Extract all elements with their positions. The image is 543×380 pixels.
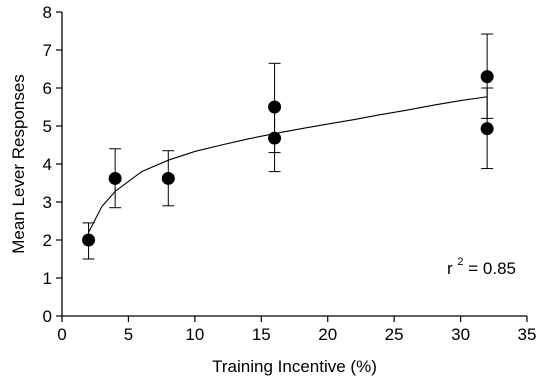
x-tick-label: 25: [385, 325, 404, 344]
data-points: [82, 70, 494, 247]
r-squared-annotation: r 2 = 0.85: [447, 250, 516, 278]
x-axis-title: Training Incentive (%): [212, 357, 377, 376]
y-tick-label: 7: [43, 41, 52, 60]
x-tick-label: 15: [252, 325, 271, 344]
x-tick-label: 35: [518, 325, 537, 344]
y-tick-label: 3: [43, 193, 52, 212]
data-point: [268, 100, 282, 114]
error-bars: [82, 33, 494, 260]
r-squared-base: r: [447, 259, 453, 278]
y-tick-label: 0: [43, 307, 52, 326]
y-ticks: 0 1 2 3 4 5 6 7 8: [43, 3, 62, 326]
x-tick-label: 5: [124, 325, 133, 344]
x-tick-label: 0: [57, 325, 66, 344]
r-squared-superscript: 2: [457, 256, 463, 268]
data-point: [82, 233, 96, 247]
x-tick-label: 30: [451, 325, 470, 344]
data-point: [480, 70, 494, 84]
r-squared-value: = 0.85: [468, 259, 516, 278]
y-tick-label: 8: [43, 3, 52, 22]
data-point: [161, 171, 175, 185]
y-tick-label: 5: [43, 117, 52, 136]
fit-curve: [88, 96, 488, 233]
y-tick-label: 2: [43, 231, 52, 250]
data-point: [108, 171, 122, 185]
data-point: [480, 122, 494, 136]
x-tick-label: 10: [185, 325, 204, 344]
y-tick-label: 4: [43, 155, 52, 174]
y-tick-label: 6: [43, 79, 52, 98]
x-ticks: 0 5 10 15 20 25 30 35: [57, 316, 536, 344]
y-tick-label: 1: [43, 269, 52, 288]
data-point: [268, 131, 282, 145]
x-tick-label: 20: [318, 325, 337, 344]
y-axis-title: Mean Lever Responses: [9, 74, 28, 254]
